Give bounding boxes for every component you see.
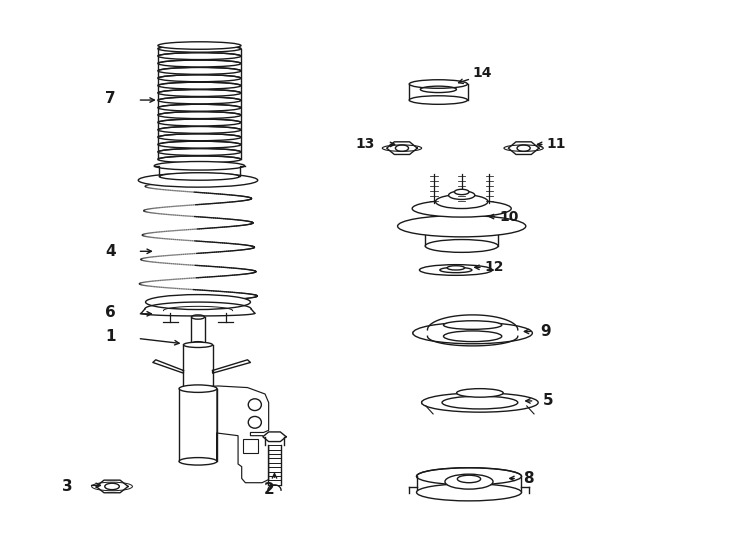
Ellipse shape [443, 321, 502, 329]
Text: 3: 3 [62, 479, 72, 494]
Ellipse shape [158, 75, 241, 82]
Text: 7: 7 [105, 91, 116, 106]
Ellipse shape [154, 161, 244, 170]
Ellipse shape [158, 82, 241, 89]
Ellipse shape [158, 156, 241, 163]
Ellipse shape [158, 52, 241, 59]
Text: 1: 1 [106, 329, 116, 345]
Polygon shape [153, 360, 184, 373]
FancyBboxPatch shape [243, 440, 258, 453]
Ellipse shape [138, 173, 258, 187]
Ellipse shape [158, 60, 241, 67]
Ellipse shape [158, 45, 241, 52]
Text: 6: 6 [105, 305, 116, 320]
Ellipse shape [159, 173, 239, 180]
Ellipse shape [145, 295, 250, 309]
Ellipse shape [416, 468, 521, 485]
Ellipse shape [410, 80, 468, 88]
Ellipse shape [454, 190, 469, 194]
Polygon shape [509, 142, 539, 154]
Ellipse shape [416, 484, 521, 501]
Polygon shape [263, 432, 286, 442]
Text: 2: 2 [264, 482, 274, 497]
Ellipse shape [410, 96, 468, 104]
Ellipse shape [158, 112, 241, 119]
Text: 13: 13 [356, 137, 375, 151]
Ellipse shape [445, 474, 493, 489]
Text: 12: 12 [484, 260, 504, 274]
Text: 9: 9 [540, 324, 550, 339]
Polygon shape [213, 360, 250, 373]
Ellipse shape [457, 389, 504, 397]
Ellipse shape [413, 322, 532, 344]
Ellipse shape [184, 342, 213, 348]
Ellipse shape [447, 266, 465, 270]
Text: 14: 14 [473, 66, 492, 80]
Ellipse shape [440, 267, 472, 273]
Ellipse shape [158, 119, 241, 126]
Text: 10: 10 [499, 210, 519, 224]
Ellipse shape [158, 42, 241, 49]
Ellipse shape [158, 90, 241, 97]
Ellipse shape [158, 141, 241, 148]
Text: 11: 11 [547, 137, 566, 151]
Ellipse shape [435, 194, 488, 208]
Ellipse shape [425, 240, 498, 252]
Ellipse shape [457, 475, 481, 483]
Ellipse shape [158, 126, 241, 133]
Polygon shape [387, 142, 417, 154]
Ellipse shape [179, 457, 217, 465]
Ellipse shape [192, 315, 205, 319]
Ellipse shape [158, 148, 241, 156]
Ellipse shape [413, 200, 512, 217]
Ellipse shape [419, 265, 493, 275]
Ellipse shape [158, 134, 241, 141]
Polygon shape [96, 480, 128, 493]
Polygon shape [268, 485, 281, 490]
Text: 4: 4 [105, 244, 116, 259]
Text: 8: 8 [523, 471, 534, 486]
Ellipse shape [158, 68, 241, 75]
Text: 5: 5 [542, 394, 553, 408]
Ellipse shape [179, 385, 217, 393]
Ellipse shape [448, 191, 475, 199]
Ellipse shape [158, 97, 241, 104]
Ellipse shape [158, 104, 241, 111]
Polygon shape [207, 386, 269, 483]
Ellipse shape [421, 393, 538, 412]
Ellipse shape [192, 342, 205, 346]
Ellipse shape [398, 215, 526, 237]
